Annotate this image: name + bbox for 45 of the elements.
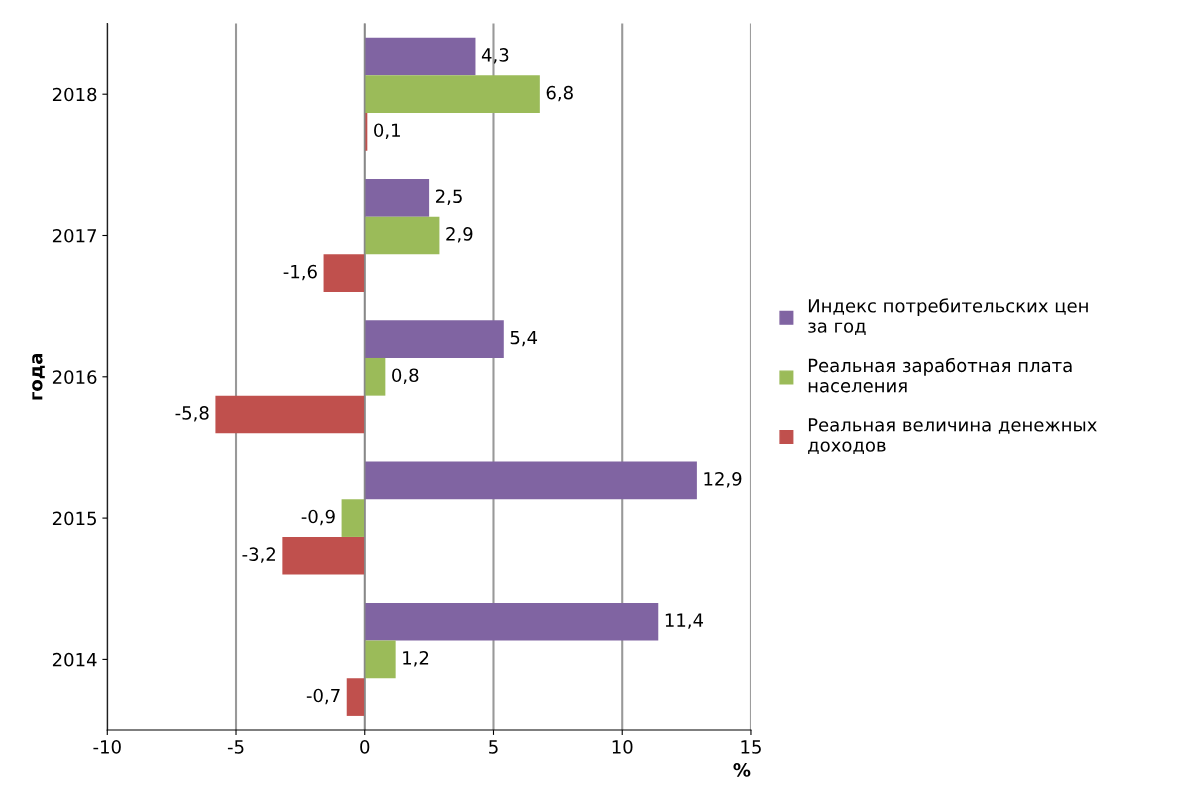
data-label: 2,5	[436, 189, 462, 205]
data-label: -0,7	[306, 688, 340, 705]
bar	[346, 678, 365, 716]
y-tick-label: 2018	[52, 87, 97, 102]
data-label: 12,9	[704, 472, 742, 488]
x-tick-label: 0	[360, 740, 370, 754]
x-tick-label: 10	[612, 740, 633, 754]
bar	[341, 499, 365, 537]
data-label: -0,9	[301, 509, 335, 526]
legend-label: Индекс потребительских цен за год	[808, 298, 1088, 336]
bar	[323, 254, 365, 293]
bar	[364, 602, 659, 641]
data-label: -1,6	[283, 264, 317, 281]
y-tick-label: 2015	[52, 511, 96, 526]
bar	[364, 75, 540, 114]
legend-label: Реальная заработная плата населения	[808, 357, 1072, 393]
y-axis-title: года	[32, 353, 45, 400]
bar	[282, 536, 365, 575]
bar	[364, 216, 440, 255]
x-axis-title: %	[733, 763, 751, 777]
x-tick-label: -5	[227, 740, 244, 754]
bar	[364, 357, 386, 396]
bar	[364, 461, 697, 500]
data-label: 0,1	[374, 123, 400, 139]
data-label: 11,4	[665, 613, 704, 629]
data-label: -5,8	[175, 406, 209, 422]
y-tick-label: 2017	[52, 228, 97, 243]
x-tick-label: -10	[93, 740, 121, 754]
x-tick-label: 5	[489, 740, 498, 754]
y-tick-label: 2014	[52, 652, 97, 667]
bar	[364, 178, 430, 217]
y-tick-label: 2016	[52, 370, 97, 384]
bar	[364, 640, 396, 679]
data-label: 4,3	[481, 48, 509, 64]
data-label: 1,2	[403, 650, 429, 667]
legend-label: Реальная величина денежных доходов	[808, 418, 1097, 455]
data-label: -3,2	[242, 547, 275, 563]
data-label: 0,8	[392, 368, 419, 384]
data-label: 5,4	[510, 330, 538, 347]
data-label: 2,9	[446, 227, 473, 243]
bar	[364, 37, 476, 76]
data-label: 6,8	[546, 85, 573, 102]
bar	[364, 320, 504, 358]
bar	[215, 395, 365, 434]
x-tick-label: 15	[741, 740, 761, 754]
